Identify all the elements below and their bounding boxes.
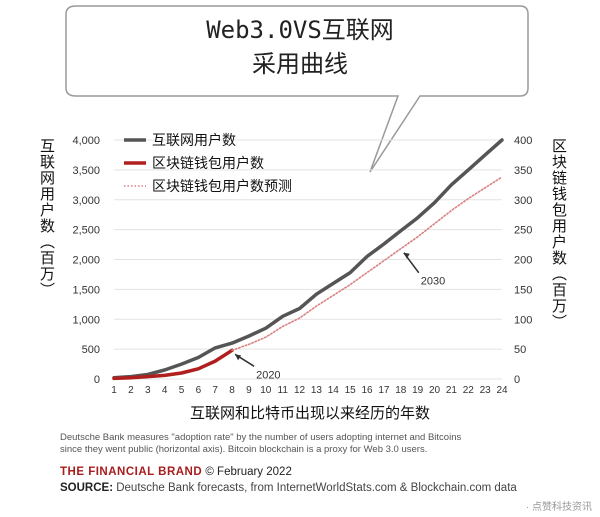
annotation-label: 2030	[421, 276, 445, 288]
footnote-line2: since they went public (horizontal axis)…	[60, 444, 428, 455]
footnote-line1: Deutsche Bank measures "adoption rate" b…	[60, 432, 462, 443]
x-tick-label: 6	[196, 385, 202, 396]
y-left-tick-label: 2,500	[72, 225, 100, 237]
source-label: SOURCE:	[60, 482, 114, 494]
y-left-tick-label: 2,000	[72, 255, 100, 267]
x-tick-label: 20	[429, 385, 441, 396]
internet-users-line	[112, 138, 504, 380]
x-tick-label: 19	[412, 385, 424, 396]
x-tick-label: 3	[145, 385, 151, 396]
y-right-tick-label: 100	[514, 314, 532, 326]
y-left-tick-label: 3,000	[72, 195, 100, 207]
y-right-tick-label: 150	[514, 284, 532, 296]
annotation-label: 2020	[256, 369, 280, 381]
x-tick-label: 24	[496, 385, 508, 396]
y-axis-left-label: 互联网用户数（百万）	[38, 138, 55, 298]
y-right-tick-label: 0	[514, 374, 520, 386]
callout-shape	[65, 5, 529, 173]
y-right-tick-label: 50	[514, 344, 526, 356]
legend-label: 互联网用户数	[152, 132, 236, 149]
annotation-arrowhead	[235, 354, 242, 361]
wallet-forecast-line	[231, 176, 503, 352]
wallet-users-line	[112, 348, 234, 381]
lines	[112, 138, 504, 381]
y-left-tick-label: 1,000	[72, 314, 100, 326]
brand-date: © February 2022	[205, 466, 292, 478]
x-tick-label: 17	[378, 385, 390, 396]
legend-label: 区块链钱包用户数预测	[152, 178, 292, 195]
x-tick-label: 15	[345, 385, 357, 396]
y-left-tick-label: 1,500	[72, 284, 100, 296]
grid	[114, 139, 502, 380]
y-left-tick-label: 3,500	[72, 165, 100, 177]
x-tick-label: 4	[162, 385, 168, 396]
y-right-tick-label: 300	[514, 195, 532, 207]
brand-line: THE FINANCIAL BRAND © February 2022	[60, 466, 292, 478]
x-tick-label: 10	[260, 385, 272, 396]
x-tick-label: 11	[278, 385, 289, 396]
x-axis-label: 互联网和比特币出现以来经历的年数	[189, 405, 430, 422]
x-tick-label: 14	[328, 385, 340, 396]
y-right-tick-label: 400	[514, 135, 532, 147]
x-tick-label: 2	[128, 385, 134, 396]
x-tick-label: 18	[395, 385, 407, 396]
x-tick-label: 22	[463, 385, 475, 396]
annotation-arrowhead	[403, 252, 410, 259]
y-right-tick-label: 350	[514, 165, 532, 177]
ticks: 0 0 500 50 1,000 100 1,500 150 2,000 200 2,500 250 3…	[72, 135, 532, 396]
callout-line2: 采用曲线	[252, 50, 348, 78]
y-left-tick-label: 0	[94, 374, 100, 386]
x-tick-label: 23	[480, 385, 492, 396]
y-left-tick-label: 500	[82, 344, 100, 356]
y-axis-right-label: 区块链钱包用户数（百万）	[550, 138, 567, 330]
x-tick-label: 9	[246, 385, 252, 396]
watermark: · 点赞科技资讯	[525, 502, 592, 513]
callout-line1: Web3.0VS互联网	[206, 16, 394, 44]
x-tick-label: 5	[179, 385, 185, 396]
callout-bubble	[65, 5, 529, 173]
x-tick-label: 1	[111, 385, 117, 396]
legend-label: 区块链钱包用户数	[152, 155, 264, 172]
y-right-tick-label: 250	[514, 225, 532, 237]
source-line: SOURCE: Deutsche Bank forecasts, from In…	[60, 482, 517, 494]
x-tick-label: 7	[212, 385, 218, 396]
x-tick-label: 13	[311, 385, 323, 396]
x-tick-label: 8	[229, 385, 235, 396]
y-left-tick-label: 4,000	[72, 135, 100, 147]
x-tick-label: 12	[294, 385, 306, 396]
y-right-tick-label: 200	[514, 255, 532, 267]
source-text: Deutsche Bank forecasts, from InternetWo…	[116, 482, 517, 494]
brand-name: THE FINANCIAL BRAND	[60, 466, 203, 478]
x-tick-label: 21	[446, 385, 458, 396]
annotations: 2020 2030	[234, 252, 445, 381]
x-tick-label: 16	[361, 385, 373, 396]
